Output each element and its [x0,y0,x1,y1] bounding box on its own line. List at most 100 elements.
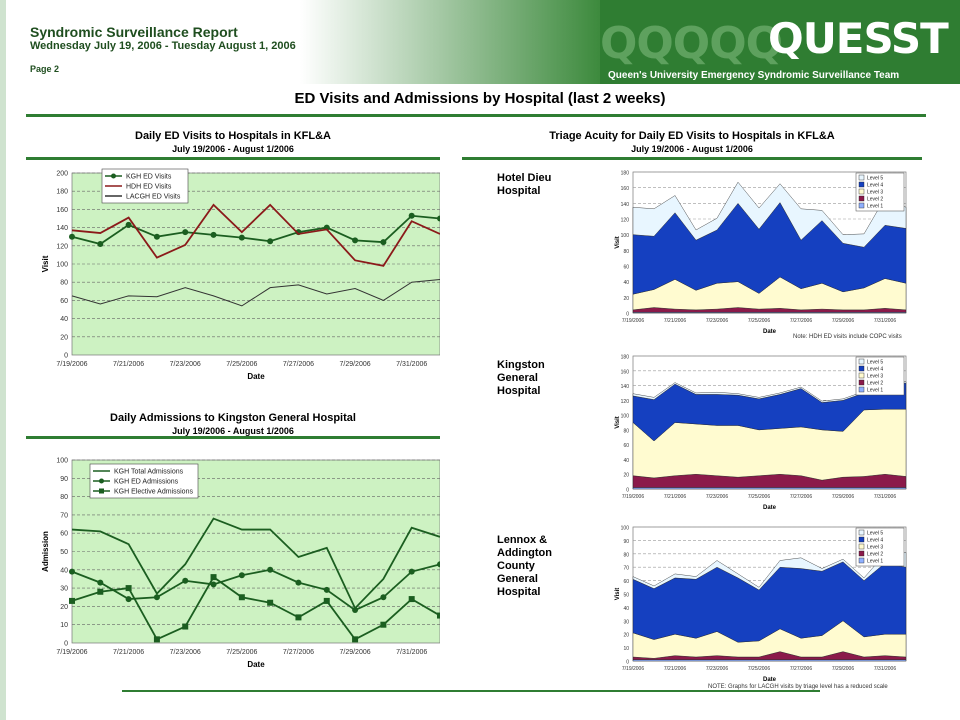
legend-swatch [858,372,865,379]
footer-rule [122,690,820,692]
legend-label: Level 1 [867,388,883,394]
page-title: ED Visits and Admissions by Hospital (la… [294,90,666,107]
data-point [267,599,274,606]
data-point [153,594,160,601]
admissions-title-rule [26,436,440,439]
data-point [267,238,274,245]
x-tick-label: 7/23/2006 [170,649,201,656]
legend-swatch [858,543,865,550]
y-tick-label: 100 [621,526,630,532]
logo-q-marks: QQQQQ [600,18,783,69]
x-tick-label: 7/27/2006 [790,666,812,672]
data-point [69,233,75,240]
y-tick-label: 0 [64,353,68,360]
x-tick-label: 7/25/2006 [748,318,770,324]
legend-swatch [858,195,865,202]
data-point [210,581,217,588]
title-underline [26,114,926,117]
data-point [380,239,387,246]
y-tick-label: 80 [623,249,629,255]
y-tick-label: 20 [623,473,629,479]
y-tick-label: 140 [56,225,68,232]
data-point [182,577,189,584]
x-tick-label: 7/31/2006 [874,494,896,500]
y-axis-label: Visit [615,236,621,249]
series-line-hdh-ed-visits [71,203,440,267]
hdh-triage-area-chart: 0 20 40 60 80 100 120 140 160 180 7/19/2006 7/21/20… [615,171,907,335]
legend-label: LACGH ED Visits [126,194,181,201]
x-tick-label: 7/29/2006 [832,494,854,500]
data-point [437,561,440,568]
report-title: Syndromic Surveillance Report [30,24,238,40]
y-tick-label: 40 [60,567,68,574]
legend-label: KGH Elective Admissions [114,489,193,496]
data-point [352,607,359,614]
legend-label: Level 2 [867,197,883,203]
y-tick-label: 60 [60,298,68,305]
header-gradient [300,0,600,84]
data-point [97,588,104,595]
ed-visits-subtitle: July 19/2006 - August 1/2006 [172,144,294,154]
x-axis-label: Date [763,329,777,335]
x-tick-label: 7/31/2006 [396,361,427,368]
legend-label: Level 3 [867,545,883,551]
x-tick-label: 7/21/2006 [664,318,686,324]
y-tick-label: 140 [621,202,630,208]
legend-marker [99,478,104,484]
x-axis-label: Date [247,372,265,381]
data-point [238,572,245,579]
legend-swatch [858,365,865,372]
legend-swatch [858,202,865,209]
legend-label: Level 3 [867,190,883,196]
left-accent-stripe [0,0,6,720]
x-tick-label: 7/23/2006 [706,494,728,500]
x-tick-label: 7/19/2006 [56,361,87,368]
logo-wordmark: QUESST [768,14,949,63]
data-point [408,212,415,219]
x-tick-label: 7/25/2006 [748,494,770,500]
legend-swatch [858,550,865,557]
y-axis-label: Admission [41,531,50,572]
x-tick-label: 7/27/2006 [790,318,812,324]
data-point [408,596,415,603]
data-point [380,621,387,628]
series-line-kgh-total-admissions [71,517,440,610]
y-tick-label: 20 [623,633,629,639]
legend-label: Level 2 [867,552,883,558]
data-point [238,234,245,241]
y-tick-label: 0 [64,641,68,648]
data-point [352,237,359,244]
x-tick-label: 7/27/2006 [790,494,812,500]
data-point [323,597,330,604]
data-point [125,221,132,228]
y-tick-label: 30 [60,586,68,593]
series-line-lacgh-ed-visits [71,278,440,307]
x-tick-label: 7/19/2006 [622,318,644,324]
legend-swatch [858,536,865,543]
series-line-kgh-ed-visits [71,214,440,245]
legend-label: Level 4 [867,183,883,189]
series-line-kgh-ed-admissions [71,563,440,612]
legend-swatch [858,529,865,536]
area-level-1 [632,487,907,490]
triage-title-rule [462,157,922,160]
data-point [182,623,189,630]
legend-marker [99,488,104,494]
y-tick-label: 140 [621,384,630,390]
y-tick-label: 180 [621,355,630,361]
y-tick-label: 60 [623,265,629,271]
x-tick-label: 7/27/2006 [283,649,314,656]
x-tick-label: 7/21/2006 [113,649,144,656]
series-line-kgh-elective-admissions [71,575,440,641]
legend-swatch [858,188,865,195]
legend-label: Level 4 [867,538,883,544]
legend-label: Level 3 [867,374,883,380]
data-point [125,585,132,592]
x-tick-label: 7/19/2006 [622,494,644,500]
x-axis-label: Date [763,677,777,683]
legend-label: Level 5 [867,360,883,366]
y-tick-label: 100 [621,414,630,420]
legend-swatch [858,358,865,365]
x-tick-label: 7/23/2006 [706,318,728,324]
y-tick-label: 60 [60,531,68,538]
